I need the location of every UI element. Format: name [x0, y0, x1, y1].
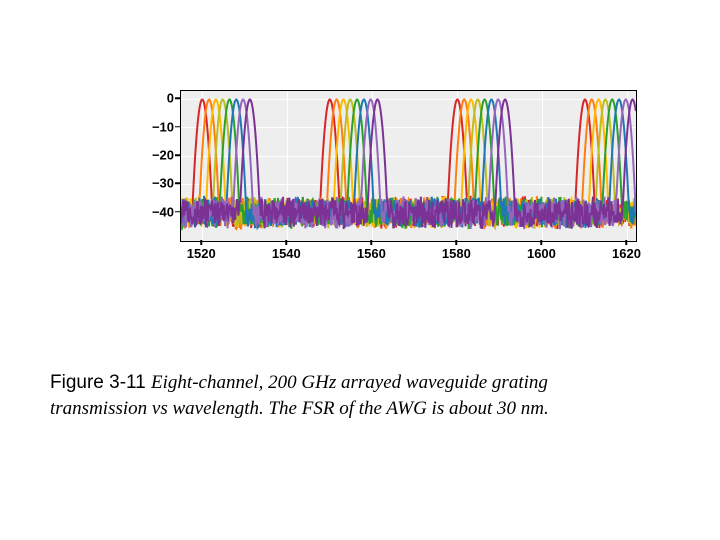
y-tick-label: −20	[134, 148, 174, 163]
x-tick-label: 1560	[357, 246, 386, 261]
y-tick-label: −40	[134, 204, 174, 219]
x-tick-label: 1620	[612, 246, 641, 261]
y-tick-label: −10	[134, 119, 174, 134]
x-tick-label: 1580	[442, 246, 471, 261]
x-tick-label: 1520	[187, 246, 216, 261]
figure-caption: Figure 3-11 Eight-channel, 200 GHz array…	[50, 370, 610, 421]
x-tick-label: 1540	[272, 246, 301, 261]
spectrum-curves-svg	[181, 91, 636, 241]
caption-label: Figure 3-11	[50, 372, 146, 393]
y-tick-label: −30	[134, 176, 174, 191]
plot-area	[180, 90, 637, 242]
y-axis-ticks: 0 −10 −20 −30 −40	[130, 90, 180, 240]
y-tick-label: 0	[134, 91, 174, 106]
awg-spectrum-chart: 0 −10 −20 −30 −40 1520 1540 1560 1580 1600 1620	[130, 90, 640, 265]
x-tick-label: 1600	[527, 246, 556, 261]
x-axis-ticks: 152015401560158016001620	[180, 240, 635, 265]
